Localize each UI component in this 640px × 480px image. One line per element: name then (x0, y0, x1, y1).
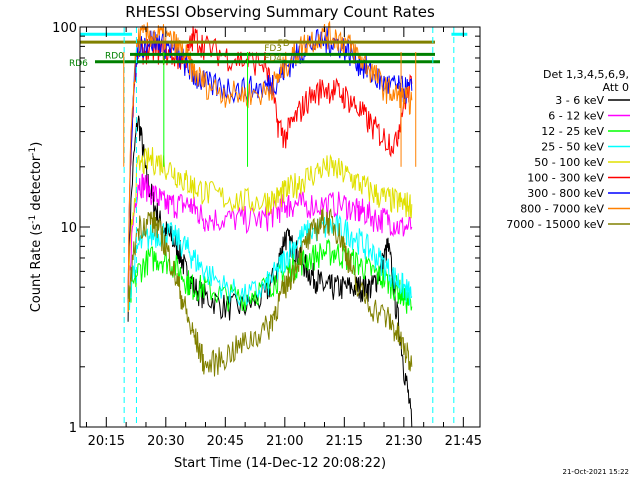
series-line-3-6-kev (127, 115, 413, 428)
ytick-label: 100 (52, 21, 77, 36)
label-rd0: RD0 (105, 51, 124, 61)
legend-entry-label: 25 - 50 keV (541, 141, 604, 154)
label-fd4: FD4 (264, 54, 282, 64)
xtick-label: 20:45 (207, 434, 244, 449)
y-axis-ticks: 1 10 100 (52, 21, 480, 436)
legend-entry-label: 3 - 6 keV (555, 94, 604, 107)
legend-entry-label: 7000 - 15000 keV (506, 218, 604, 231)
xtick-label: 21:30 (385, 434, 422, 449)
series-line-25-50-kev (127, 213, 413, 311)
xtick-label: 20:15 (88, 434, 125, 449)
series-line-50-100-kev (127, 147, 413, 312)
legend: Det 1,3,4,5,6,9, Att 0 3 - 6 keV 6 - 12 k… (506, 68, 630, 231)
label-fd-partial: FD (278, 39, 290, 49)
ytick-label: 10 (60, 221, 77, 236)
x-axis-ticks: 20:15 20:30 20:45 21:00 21:15 21:30 21:45 (85, 27, 482, 449)
y-axis-label: Count Rate (s-1 detector-1) (28, 142, 44, 313)
label-rd6: RD6 (69, 59, 88, 69)
x-axis-label: Start Time (14-Dec-12 20:08:22) (174, 456, 386, 471)
legend-entry-label: 300 - 800 keV (527, 187, 604, 200)
footer-timestamp: 21-Oct-2021 15:22 (563, 468, 629, 476)
legend-entry-label: 12 - 25 keV (541, 125, 604, 138)
legend-header-line-1: Det 1,3,4,5,6,9, (543, 68, 629, 81)
xtick-label: 21:00 (266, 434, 303, 449)
plot-frame (79, 26, 481, 428)
series-line-7000-15000-kev (127, 208, 413, 377)
label-fd3: FD3 (264, 44, 282, 54)
chart-title: RHESSI Observing Summary Count Rates (125, 3, 435, 21)
series-line-100-300-kev (127, 26, 413, 298)
xtick-label: 21:15 (326, 434, 363, 449)
legend-entry-label: 100 - 300 keV (527, 172, 604, 185)
xtick-label: 20:30 (147, 434, 184, 449)
series-layer (127, 20, 413, 428)
legend-entry-label: 6 - 12 keV (548, 110, 604, 123)
legend-entry-label: 800 - 7000 keV (520, 203, 604, 216)
ytick-label: 1 (69, 421, 77, 436)
legend-entry-label: 50 - 100 keV (534, 156, 604, 169)
legend-header-line-2: Att 0 (603, 81, 629, 94)
xtick-label: 21:45 (445, 434, 482, 449)
